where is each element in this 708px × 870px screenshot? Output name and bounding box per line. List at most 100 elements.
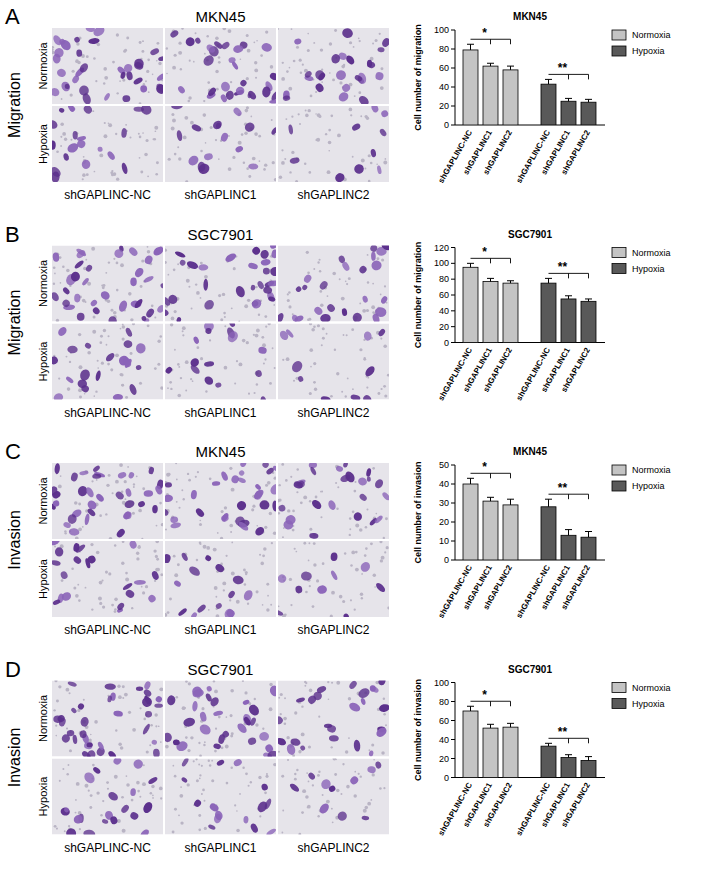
pore (379, 787, 382, 790)
pore (185, 181, 187, 182)
stained-cell (81, 750, 92, 757)
bracket-tick (510, 701, 511, 706)
pore (380, 67, 383, 70)
stained-cell (141, 315, 147, 321)
pore (155, 130, 157, 132)
pore (321, 344, 323, 346)
stained-cell (295, 285, 303, 293)
stained-cell (143, 681, 151, 691)
pore (310, 95, 313, 98)
pore (176, 501, 178, 503)
pore (87, 351, 91, 355)
pore (93, 315, 96, 318)
pore (238, 362, 242, 366)
pore (55, 735, 57, 737)
pore (334, 29, 337, 32)
stained-cell (367, 766, 377, 774)
stained-cell (239, 463, 247, 468)
stained-cell (52, 541, 61, 547)
pore (97, 43, 101, 47)
pore (244, 304, 248, 308)
stained-cell (86, 742, 93, 748)
stained-cell (114, 249, 123, 258)
pore (147, 324, 150, 327)
error-cap (585, 756, 592, 757)
pore (201, 707, 204, 710)
pore (203, 545, 207, 549)
legend: NormoxiaHypoxia (612, 465, 671, 491)
stained-cell (109, 815, 118, 825)
stained-cell (67, 681, 77, 688)
stained-cell (66, 141, 80, 154)
pore (285, 479, 288, 482)
stained-cell (173, 739, 180, 745)
micrograph (52, 324, 163, 400)
pore (91, 608, 93, 610)
pore (304, 681, 306, 683)
pore (349, 528, 351, 530)
pore (218, 56, 221, 59)
pore (228, 29, 232, 33)
pore (278, 499, 280, 503)
error-cap (487, 724, 494, 725)
pore (54, 546, 56, 548)
stained-cell (330, 53, 341, 64)
error-cap (467, 263, 474, 264)
pore (242, 339, 246, 343)
pore (204, 827, 207, 830)
pore (321, 81, 323, 83)
pore (250, 781, 252, 783)
stained-cell (107, 695, 113, 703)
stained-cell (233, 759, 243, 768)
stained-cell (89, 299, 98, 308)
pore (203, 100, 205, 102)
pore (216, 614, 220, 617)
stained-cell (86, 499, 98, 511)
stained-cell (285, 328, 295, 338)
bar (503, 70, 518, 125)
pore (318, 716, 320, 718)
pore (302, 789, 306, 793)
pore (312, 605, 315, 608)
stained-cell (99, 290, 111, 302)
pore (322, 327, 325, 330)
stained-cell (160, 283, 163, 289)
stained-cell (214, 562, 226, 573)
pore (101, 362, 104, 365)
stained-cell (133, 298, 144, 310)
pore (68, 825, 70, 827)
pore (155, 541, 159, 543)
stained-cell (166, 695, 176, 706)
pore (272, 347, 274, 349)
column-label: shGAPLINC1 (184, 406, 256, 420)
stained-cell (136, 687, 143, 691)
pore (192, 380, 194, 382)
pore (322, 794, 324, 796)
pore (72, 70, 75, 73)
pore (60, 136, 62, 138)
pore (140, 285, 143, 288)
y-tick (451, 125, 455, 126)
micrograph (278, 28, 389, 104)
pore (330, 615, 333, 617)
stained-cell (289, 782, 301, 793)
pore (309, 348, 313, 352)
pore (133, 486, 135, 488)
stained-cell (73, 259, 84, 270)
pore (188, 682, 191, 685)
pore (198, 829, 201, 832)
pore (326, 333, 328, 335)
pore (132, 728, 136, 732)
pore (130, 352, 133, 355)
legend: NormoxiaHypoxia (612, 683, 671, 709)
stained-cell (122, 62, 134, 74)
pore (336, 681, 340, 685)
error-bar (487, 497, 494, 501)
pore (230, 714, 233, 717)
pore (298, 833, 301, 835)
pore (90, 794, 93, 797)
stained-cell (56, 325, 68, 337)
micrograph-ground (165, 246, 276, 322)
pore (359, 302, 361, 304)
stained-cell (278, 312, 285, 322)
